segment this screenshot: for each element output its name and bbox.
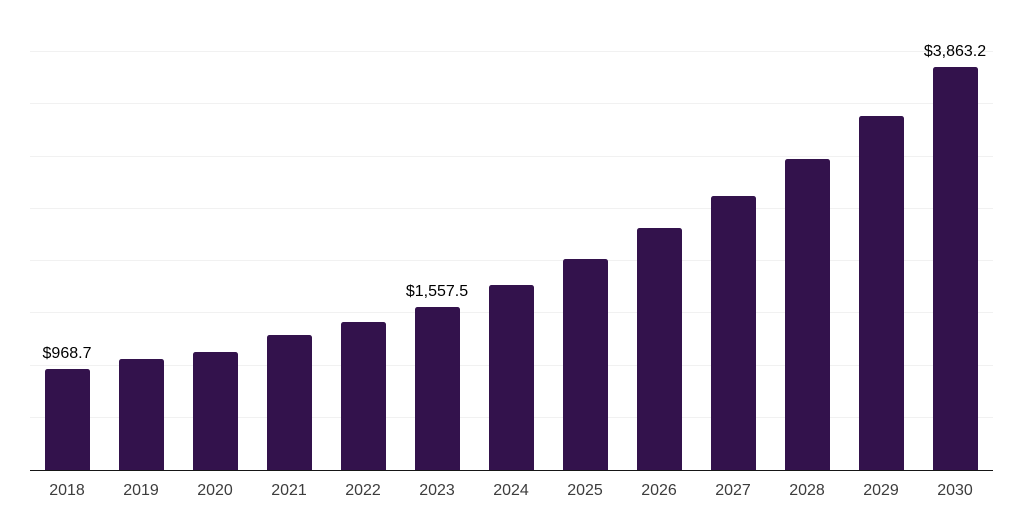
bar-2023 [414,307,460,470]
bar-2028 [784,159,830,470]
x-tick-label-2028: 2028 [789,482,825,499]
bar-2022 [340,321,386,470]
bar-2021 [266,334,312,470]
bar-2030 [932,66,978,470]
bar-value-label-2023: $1,557.5 [405,283,469,301]
plot-area: $968.7 $1,557.5 $3,863.2 [30,0,993,471]
gridline-4000 [30,51,993,53]
gridline-2000 [30,260,993,262]
bar-value-label-2030: $3,863.2 [923,42,987,60]
x-tick-label-2024: 2024 [493,482,529,499]
x-tick-label-2022: 2022 [345,482,381,499]
x-tick-label-2029: 2029 [863,482,899,499]
x-tick-label-2018: 2018 [49,482,85,499]
bar-2027 [710,196,756,470]
bar-2020 [192,351,238,470]
bar-2018 [44,368,90,470]
bar-2025 [562,258,608,470]
x-tick-label-2026: 2026 [641,482,677,499]
x-tick-label-2021: 2021 [271,482,307,499]
bar-2026 [636,227,682,470]
bar-2024 [488,284,534,470]
bars: $968.7 $1,557.5 $3,863.2 [30,0,993,470]
x-tick-label-2020: 2020 [197,482,233,499]
x-tick-label-2027: 2027 [715,482,751,499]
bar-2019 [118,358,164,470]
x-tick-label-2019: 2019 [123,482,159,499]
x-tick-label-2030: 2030 [937,482,973,499]
bar-value-label-2018: $968.7 [42,344,92,362]
bar-2029 [858,115,904,470]
x-tick-label-2023: 2023 [419,482,455,499]
x-tick-label-2025: 2025 [567,482,603,499]
gridline-3500 [30,103,993,105]
gridline-3000 [30,155,993,157]
gridline-2500 [30,207,993,209]
